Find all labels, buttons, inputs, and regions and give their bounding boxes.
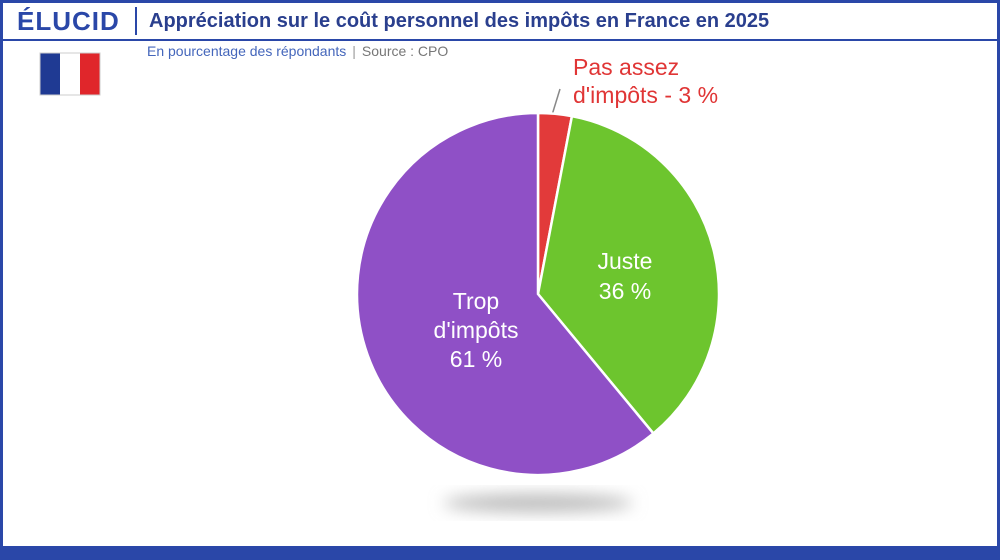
label-separator: - [664, 82, 672, 108]
value-label: 61 % [449, 346, 503, 372]
divider [135, 7, 137, 35]
chart [39, 52, 721, 512]
value-label: 3 % [678, 82, 719, 108]
slice-label: Pas assez d'impôts - 3 % [573, 53, 748, 109]
pie-slice [536, 114, 721, 436]
pie-slice [355, 111, 656, 477]
source: Source : CPO [361, 43, 449, 59]
logo: ÉLUCID [17, 6, 120, 36]
header: ÉLUCID Appréciation sur le coût personne… [3, 3, 997, 41]
subtitle-row: En pourcentage des répondants | Source : C… [147, 43, 448, 59]
separator: | [352, 43, 356, 59]
value-label: 36 % [598, 278, 652, 304]
category-label: Trop d'impôts [433, 288, 519, 343]
shadow [443, 494, 633, 512]
footer: www.elucid.media [890, 548, 971, 559]
flag [39, 52, 101, 96]
title: Appréciation sur le coût personnel des i… [149, 10, 770, 32]
slice-label: Trop d'impôts 61 % [416, 287, 536, 374]
subtitle: En pourcentage des répondants [147, 43, 347, 59]
leader-line [551, 88, 561, 116]
category-label: Juste [597, 248, 653, 274]
category-label: Pas assez d'impôts [573, 54, 680, 108]
slice-label: Juste 36 % [565, 246, 685, 306]
